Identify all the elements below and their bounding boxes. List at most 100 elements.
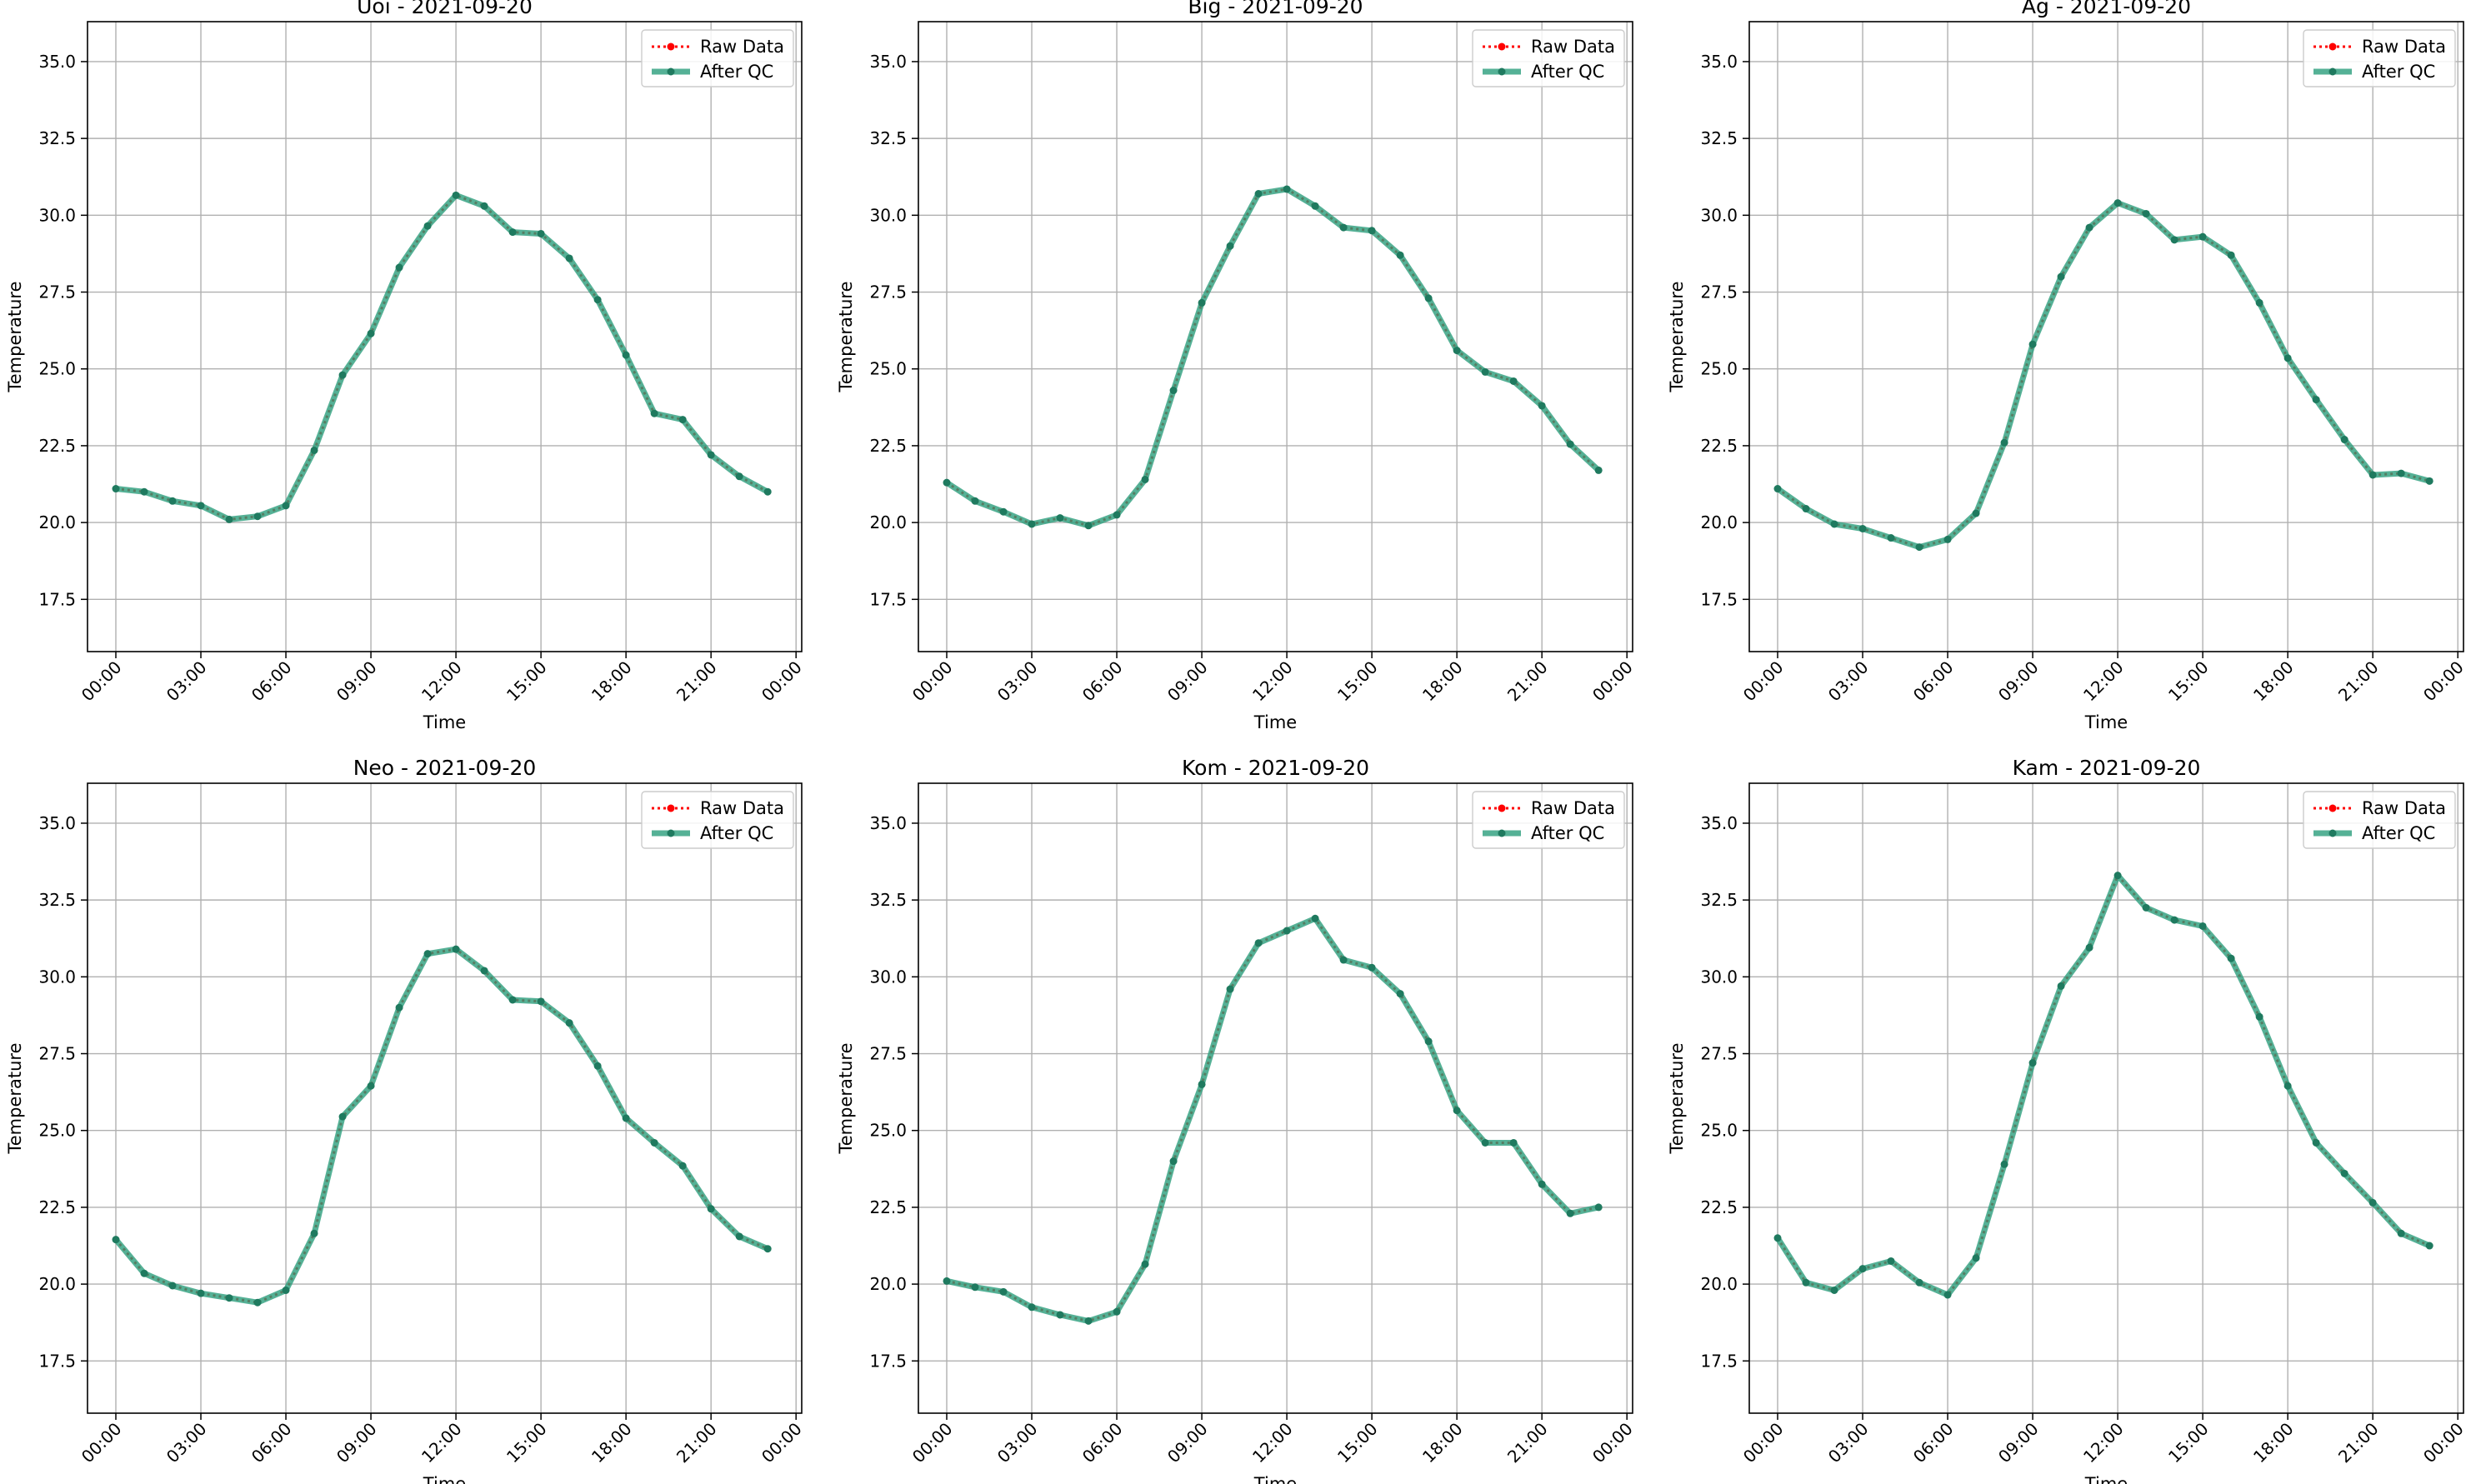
x-tick-label: 21:00 bbox=[2334, 657, 2383, 706]
y-tick-label: 27.5 bbox=[1700, 282, 1738, 302]
y-tick-label: 27.5 bbox=[869, 282, 907, 302]
point-after-qc bbox=[1283, 927, 1291, 935]
point-after-qc bbox=[1858, 524, 1867, 532]
panel-1: 17.5 20.0 22.5 25.0 27.5 30.0 32.5 35.0 00:00 03:… bbox=[5, 0, 806, 732]
point-after-qc bbox=[1453, 1107, 1461, 1115]
point-after-qc bbox=[943, 1277, 951, 1285]
x-tick-label: 06:00 bbox=[1078, 1419, 1127, 1467]
point-after-qc bbox=[1453, 347, 1461, 355]
legend: Raw Data After QC bbox=[1472, 791, 1625, 849]
x-axis-label: Time bbox=[2084, 1474, 2128, 1484]
y-axis-label: Temperature bbox=[836, 1042, 856, 1154]
legend-label-after-qc: After QC bbox=[2362, 823, 2435, 843]
panel-4: 17.5 20.0 22.5 25.0 27.5 30.0 32.5 35.0 00:00 03:… bbox=[5, 756, 806, 1484]
x-tick-label: 18:00 bbox=[588, 657, 636, 706]
legend: Raw Data After QC bbox=[2303, 791, 2456, 849]
legend-marker-raw-data bbox=[667, 42, 675, 51]
series-line-raw-data bbox=[1777, 201, 2430, 549]
panel-6: 17.5 20.0 22.5 25.0 27.5 30.0 32.5 35.0 00:00 03:… bbox=[1667, 756, 2468, 1484]
point-after-qc bbox=[2000, 1160, 2008, 1168]
x-tick-label: 21:00 bbox=[2334, 1419, 2383, 1467]
y-tick-label: 17.5 bbox=[1700, 589, 1738, 609]
x-tick-label: 03:00 bbox=[163, 1419, 211, 1467]
point-after-qc bbox=[622, 1114, 630, 1122]
point-after-qc bbox=[1915, 1278, 1923, 1287]
chart-title: Uoi - 2021-09-20 bbox=[357, 0, 533, 18]
point-after-qc bbox=[2255, 298, 2263, 307]
point-after-qc bbox=[999, 507, 1008, 516]
x-tick-label: 09:00 bbox=[333, 1419, 381, 1467]
x-tick-label: 09:00 bbox=[333, 657, 381, 706]
point-after-qc bbox=[707, 1205, 715, 1213]
x-tick-label: 00:00 bbox=[1588, 1419, 1637, 1467]
y-tick-label: 32.5 bbox=[1700, 128, 1738, 148]
y-axis-label: Temperature bbox=[836, 281, 856, 392]
axes-frame bbox=[87, 782, 803, 1414]
point-after-qc bbox=[452, 945, 460, 953]
point-after-qc bbox=[1396, 251, 1404, 259]
point-after-qc bbox=[2227, 251, 2235, 259]
y-tick-label: 17.5 bbox=[38, 589, 76, 609]
y-tick-label: 22.5 bbox=[38, 1197, 76, 1217]
point-after-qc bbox=[1830, 520, 1838, 528]
y-tick-label: 22.5 bbox=[1700, 1197, 1738, 1217]
x-tick-label: 12:00 bbox=[1248, 657, 1297, 706]
point-after-qc bbox=[2340, 1169, 2348, 1177]
y-tick-label: 20.0 bbox=[869, 1274, 907, 1294]
x-tick-label: 06:00 bbox=[1078, 657, 1127, 706]
point-after-qc bbox=[943, 478, 951, 487]
point-after-qc bbox=[999, 1287, 1008, 1296]
point-after-qc bbox=[1830, 1286, 1838, 1294]
legend-marker-after-qc bbox=[667, 67, 675, 76]
point-after-qc bbox=[423, 950, 432, 958]
point-after-qc bbox=[1594, 466, 1603, 474]
y-tick-label: 30.0 bbox=[869, 967, 907, 987]
legend-label-after-qc: After QC bbox=[2362, 62, 2435, 82]
y-tick-label: 30.0 bbox=[38, 205, 76, 225]
y-tick-label: 35.0 bbox=[869, 52, 907, 72]
point-after-qc bbox=[735, 1232, 743, 1241]
point-after-qc bbox=[2283, 354, 2292, 362]
point-after-qc bbox=[1915, 543, 1923, 552]
x-tick-label: 06:00 bbox=[248, 657, 296, 706]
y-tick-label: 25.0 bbox=[1700, 1121, 1738, 1141]
point-after-qc bbox=[971, 497, 979, 505]
legend-marker-after-qc bbox=[1498, 829, 1506, 837]
point-after-qc bbox=[508, 228, 517, 237]
x-tick-label: 03:00 bbox=[993, 657, 1042, 706]
point-after-qc bbox=[367, 329, 375, 337]
x-axis-label: Time bbox=[2084, 712, 2128, 732]
x-tick-label: 15:00 bbox=[1333, 1419, 1382, 1467]
point-after-qc bbox=[225, 515, 233, 523]
point-after-qc bbox=[197, 502, 205, 510]
x-axis-label: Time bbox=[423, 712, 466, 732]
y-tick-label: 22.5 bbox=[1700, 436, 1738, 456]
point-after-qc bbox=[225, 1294, 233, 1302]
point-after-qc bbox=[1481, 1138, 1489, 1147]
point-after-qc bbox=[622, 351, 630, 359]
chart-title: Kom - 2021-09-20 bbox=[1182, 756, 1369, 780]
point-after-qc bbox=[140, 487, 148, 496]
point-after-qc bbox=[2340, 436, 2348, 444]
point-after-qc bbox=[2142, 209, 2150, 217]
x-tick-label: 18:00 bbox=[1418, 1419, 1467, 1467]
y-axis-label: Temperature bbox=[5, 1042, 25, 1154]
legend-label-raw-data: Raw Data bbox=[700, 798, 784, 818]
point-after-qc bbox=[1972, 509, 1980, 517]
legend-marker-raw-data bbox=[2328, 804, 2337, 812]
point-after-qc bbox=[1773, 1234, 1782, 1242]
legend-label-raw-data: Raw Data bbox=[1531, 37, 1615, 57]
x-tick-label: 00:00 bbox=[1739, 1419, 1788, 1467]
point-after-qc bbox=[537, 997, 545, 1006]
point-after-qc bbox=[1887, 1257, 1895, 1265]
point-after-qc bbox=[1141, 475, 1149, 483]
point-after-qc bbox=[650, 1138, 658, 1147]
y-axis-label: Temperature bbox=[1667, 1042, 1687, 1154]
point-after-qc bbox=[2425, 477, 2433, 485]
point-after-qc bbox=[1509, 377, 1518, 385]
axes-frame bbox=[87, 21, 803, 652]
point-after-qc bbox=[537, 229, 545, 237]
y-tick-label: 22.5 bbox=[869, 436, 907, 456]
chart-title: Ag - 2021-09-20 bbox=[2022, 0, 2191, 18]
point-after-qc bbox=[2368, 1198, 2377, 1207]
